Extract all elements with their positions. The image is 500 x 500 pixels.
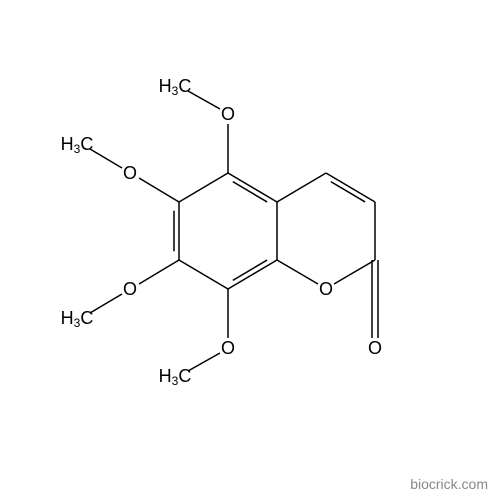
- atom-O_upper_left: O: [123, 163, 137, 183]
- atom-O_ketone: O: [368, 338, 382, 358]
- watermark-text: biocrick.com: [410, 476, 488, 492]
- atom-O_ring: O: [319, 279, 333, 299]
- molecule-diagram: O H3C O H3C O H3C O H3C O O: [0, 0, 500, 500]
- atom-C_upper_ome: H3C: [61, 134, 94, 156]
- atom-C_top_ome: H3C: [159, 76, 192, 98]
- atom-C_lower_ome: H3C: [61, 308, 94, 330]
- atom-O_bottom: O: [221, 338, 235, 358]
- atom-O_lower_left: O: [123, 279, 137, 299]
- atom-C_bottom_ome: H3C: [159, 366, 192, 388]
- atom-O_top: O: [221, 104, 235, 124]
